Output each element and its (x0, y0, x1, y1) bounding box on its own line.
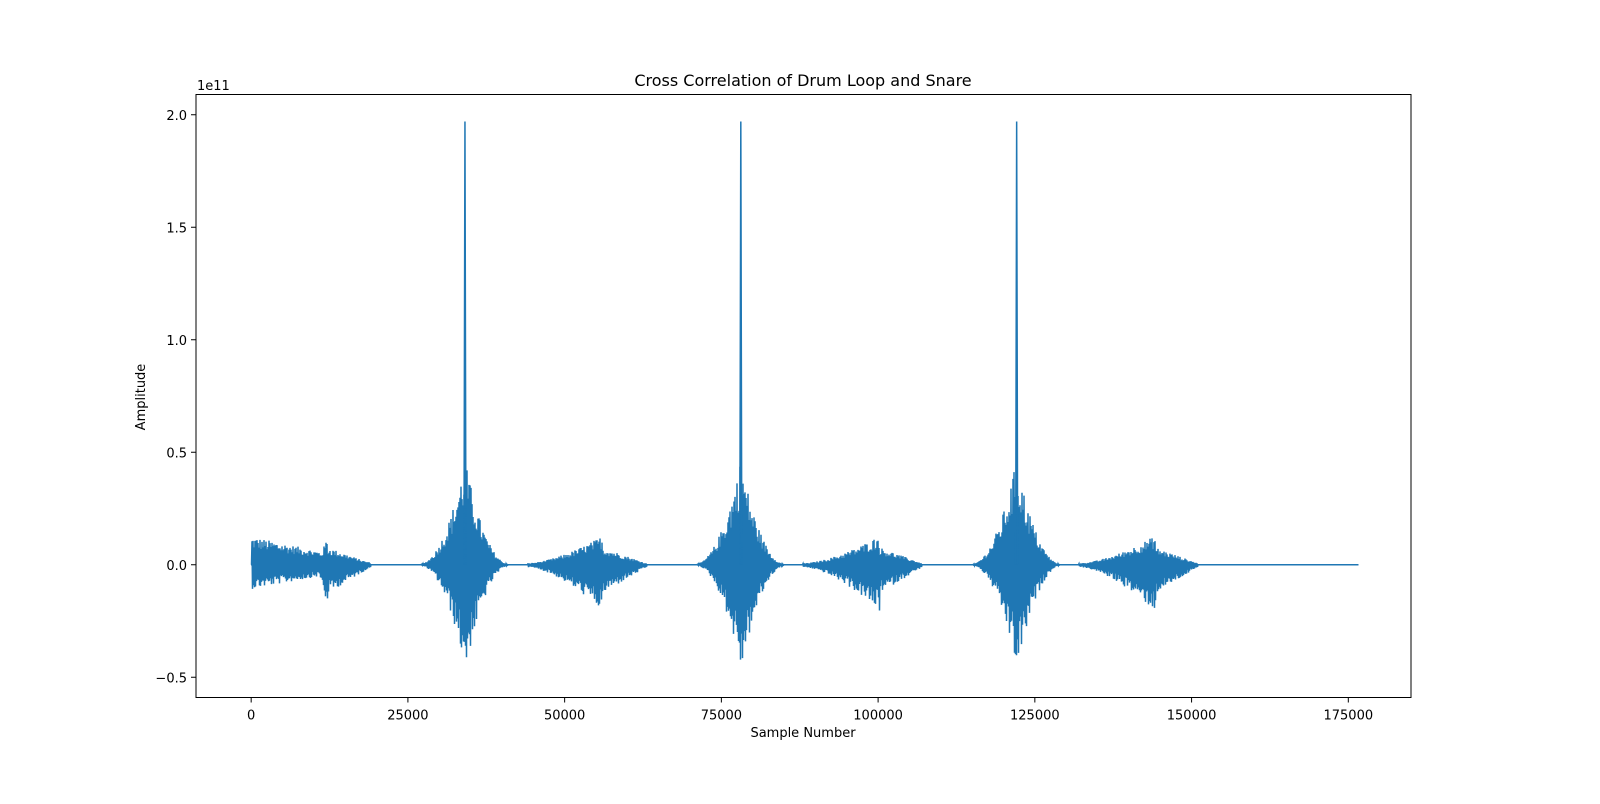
x-tick-label: 75000 (701, 709, 742, 724)
correlation-peak (1014, 121, 1019, 565)
chart-title: Cross Correlation of Drum Loop and Snare (634, 71, 971, 90)
x-tick-label: 50000 (544, 709, 585, 724)
x-axis-label: Sample Number (750, 726, 856, 741)
series-line (250, 466, 1359, 660)
y-tick-label: −0.5 (155, 671, 187, 686)
correlation-peak (739, 121, 743, 565)
correlation-peak (463, 121, 467, 565)
x-tick-label: 175000 (1323, 709, 1373, 724)
x-tick-label: 25000 (387, 709, 428, 724)
x-axis-ticks: 0 25000 50000 75000 100000 125000 150000 175000 (247, 697, 1373, 724)
y-tick-label: 0.0 (166, 559, 187, 574)
x-tick-label: 0 (247, 709, 255, 724)
y-axis-ticks: −0.5 0.0 0.5 1.0 1.5 2.0 (155, 109, 196, 686)
y-tick-label: 0.5 (166, 446, 187, 461)
x-tick-label: 125000 (1010, 709, 1060, 724)
axes-frame (195, 94, 1412, 698)
y-tick-label: 1.5 (166, 221, 187, 236)
y-tick-label: 2.0 (166, 109, 187, 124)
x-tick-label: 150000 (1167, 709, 1217, 724)
x-tick-label: 100000 (853, 709, 903, 724)
y-axis-label: Amplitude (134, 364, 149, 431)
plot-area (250, 121, 1359, 660)
y-tick-label: 1.0 (166, 334, 187, 349)
y-axis-offset-text: 1e11 (197, 79, 230, 94)
